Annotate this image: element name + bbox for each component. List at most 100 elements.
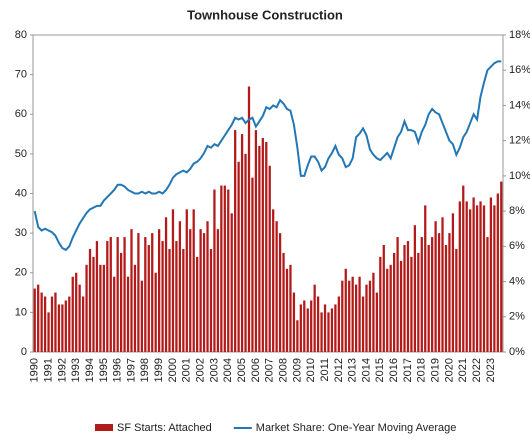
bar [379,256,382,352]
bar [50,296,54,352]
y2-tick-label: 6% [509,240,525,252]
bar [427,245,430,352]
bar [223,185,226,352]
bar [119,252,123,352]
bar [351,276,354,352]
bar [496,193,499,352]
bar [396,237,399,352]
y2-tick-label: 4% [509,275,525,287]
bar [462,185,465,352]
x-tick-label: 1993 [70,358,82,382]
bar [389,264,392,352]
x-tick-label: 1999 [153,358,165,382]
bar [168,248,171,352]
x-tick-label: 1998 [139,358,151,382]
x-tick-label: 2008 [277,358,289,382]
bar [323,304,327,352]
bar [299,304,302,352]
bar [244,153,247,352]
x-tick-label: 2002 [195,358,207,382]
bar [296,320,299,352]
bar [303,300,306,352]
x-tick-label: 1990 [29,358,41,382]
bar [164,217,168,352]
bar [189,229,192,352]
bar [102,264,105,352]
bar [161,241,164,352]
y2-tick-label: 18% [509,29,530,41]
bar [109,237,112,352]
y-tick-label: 60 [15,108,27,120]
x-tick-label: 2014 [360,358,372,382]
x-tick-label: 2020 [443,358,455,382]
bar [227,189,230,352]
bar [334,304,337,352]
x-tick-label: 1996 [112,358,124,382]
bar [489,197,493,352]
x-tick-label: 1991 [42,358,54,382]
x-tick-label: 2015 [374,358,386,382]
y-tick-label: 80 [15,29,27,41]
bar [399,260,403,352]
bar [75,272,78,352]
bar [85,264,88,352]
bar [37,284,40,352]
x-tick-label: 1995 [98,358,110,382]
bar [92,256,95,352]
legend-swatch [95,424,113,431]
bar [123,237,126,352]
x-tick-label: 2019 [430,358,442,382]
x-tick-label: 1997 [125,358,137,382]
bar [420,237,423,352]
bar [57,304,61,352]
bar [368,280,372,352]
y2-tick-label: 8% [509,205,525,217]
bar [240,134,244,352]
bar [81,296,85,352]
bar [185,209,188,352]
legend-label: SF Starts: Attached [117,422,212,434]
x-tick-label: 2010 [305,358,317,382]
bar [33,288,36,352]
x-tick-label: 2021 [457,358,469,382]
bar [431,237,434,352]
x-tick-label: 2003 [208,358,220,382]
bar [493,205,496,352]
bar [265,141,268,352]
bar [375,292,379,352]
x-tick-label: 2022 [471,358,483,382]
y-tick-label: 50 [15,148,27,160]
bar [278,233,282,352]
bar [475,205,479,352]
bar [344,268,347,352]
bar [282,252,285,352]
bar [258,145,261,352]
bar [99,264,102,352]
x-tick-label: 2000 [167,358,179,382]
y2-tick-label: 10% [509,170,530,182]
bar [292,292,296,352]
bar [482,205,486,352]
x-tick-label: 2023 [485,358,497,382]
bar [341,280,344,352]
bar [171,209,175,352]
bar [196,256,199,352]
bar [337,296,340,352]
bar [382,245,385,352]
x-tick-label: 1992 [56,358,68,382]
bar [78,284,81,352]
y2-tick-label: 0% [509,346,525,358]
bar [417,252,420,352]
y-tick-label: 40 [15,187,27,199]
legend-label: Market Share: One-Year Moving Average [256,422,457,434]
bar [144,237,147,352]
x-tick-label: 2009 [291,358,303,382]
bar [178,221,182,352]
bar [444,245,448,352]
y-tick-label: 30 [15,227,27,239]
bar [448,233,451,352]
bar [441,217,444,352]
bar [247,86,251,352]
bar [361,296,365,352]
bar [88,248,92,352]
